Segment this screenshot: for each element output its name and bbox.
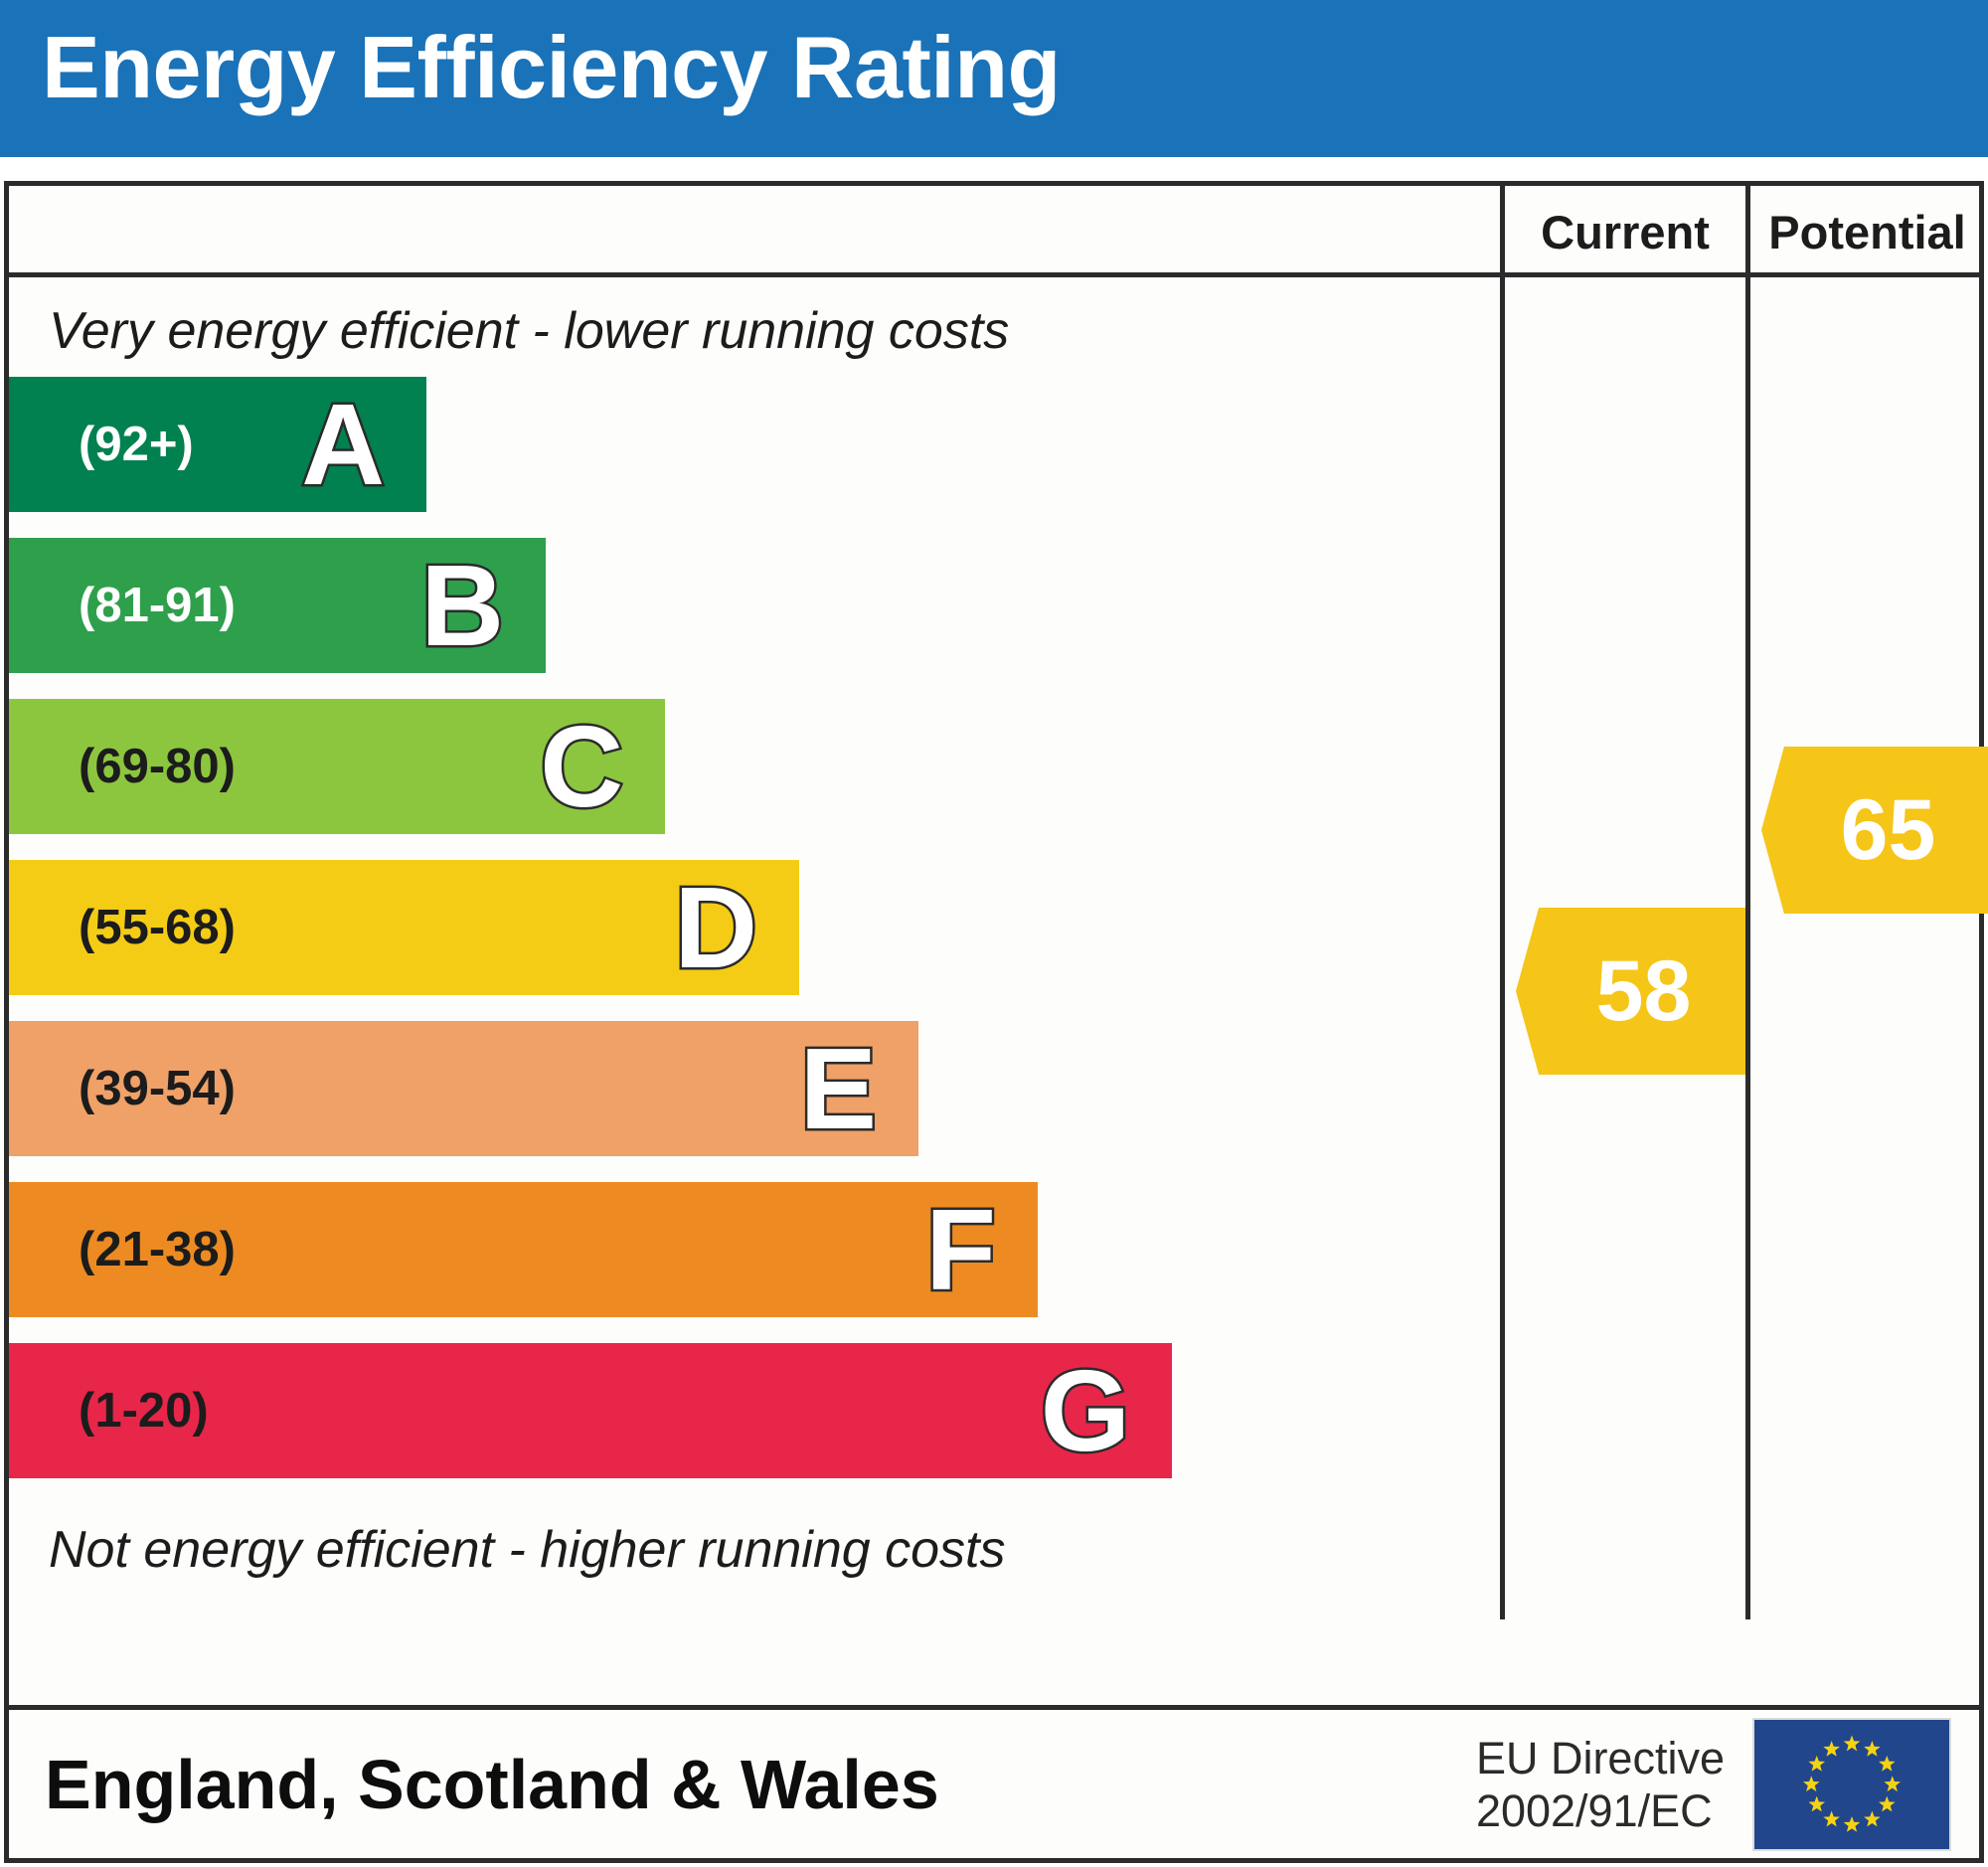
column-divider-current — [1500, 277, 1505, 1619]
band-c: (69-80) C — [9, 699, 665, 834]
band-e: (39-54) E — [9, 1021, 918, 1156]
band-g: (1-20) G — [9, 1343, 1172, 1478]
header-bar: Energy Efficiency Rating — [0, 0, 1988, 157]
region-label: England, Scotland & Wales — [45, 1745, 939, 1823]
band-a: (92+) A — [9, 377, 426, 512]
current-rating-marker: 58 — [1516, 908, 1745, 1075]
caption-inefficient: Not energy efficient - higher running co… — [49, 1521, 1006, 1579]
band-range-b: (81-91) — [79, 579, 236, 632]
eu-star-10 — [1802, 1775, 1820, 1791]
band-range-f: (21-38) — [79, 1223, 236, 1276]
eu-flag-icon — [1752, 1717, 1951, 1851]
band-letter-g: G — [1038, 1346, 1132, 1475]
eu-star-6 — [1864, 1810, 1881, 1826]
band-letter-c: C — [538, 702, 626, 831]
column-header-potential: Potential — [1745, 186, 1984, 277]
eu-star-8 — [1823, 1810, 1840, 1826]
eu-star-9 — [1808, 1795, 1826, 1811]
band-letter-a: A — [299, 380, 388, 509]
band-range-c: (69-80) — [79, 740, 236, 793]
band-letter-f: F — [923, 1185, 999, 1314]
caption-efficient: Very energy efficient - lower running co… — [49, 302, 1010, 360]
eu-star-4 — [1884, 1775, 1902, 1791]
band-range-d: (55-68) — [79, 901, 236, 954]
band-f: (21-38) F — [9, 1182, 1038, 1317]
chart-body: Very energy efficient - lower running co… — [9, 277, 1500, 1619]
eu-star-5 — [1878, 1795, 1896, 1811]
column-header-row: Current Potential — [9, 186, 1979, 277]
current-rating-marker-value: 58 — [1595, 942, 1692, 1039]
eu-star-3 — [1878, 1755, 1896, 1772]
eu-flag-stars — [1802, 1735, 1902, 1832]
band-letter-e: E — [797, 1024, 879, 1153]
band-range-e: (39-54) — [79, 1062, 236, 1115]
band-letter-d: D — [672, 863, 760, 992]
eu-directive-line-2: 2002/91/EC — [1475, 1784, 1713, 1836]
band-range-a: (92+) — [79, 418, 194, 471]
band-range-g: (1-20) — [79, 1384, 209, 1438]
eu-star-12 — [1823, 1740, 1840, 1757]
potential-rating-marker-value: 65 — [1840, 781, 1936, 878]
footer-bar: England, Scotland & Wales EU Directive 2… — [4, 1710, 1984, 1863]
rating-table: Current Potential Very energy efficient … — [4, 181, 1988, 1710]
band-letter-b: B — [418, 541, 507, 670]
eu-star-2 — [1864, 1740, 1881, 1757]
band-list: (92+) A (81-91) B (69-80) C (55-68) D (39-54) E (2… — [9, 377, 1500, 1506]
column-header-current: Current — [1500, 186, 1745, 277]
band-b: (81-91) B — [9, 538, 546, 673]
eu-star-1 — [1843, 1735, 1861, 1751]
eu-directive-line-1: EU Directive — [1475, 1732, 1725, 1783]
eu-directive-label: EU Directive 2002/91/EC — [1476, 1731, 1725, 1836]
column-divider-potential — [1745, 277, 1750, 1619]
potential-rating-marker: 65 — [1761, 747, 1988, 914]
page-title: Energy Efficiency Rating — [42, 18, 1061, 116]
eu-star-11 — [1808, 1755, 1826, 1772]
eu-star-7 — [1843, 1815, 1861, 1832]
band-d: (55-68) D — [9, 860, 799, 995]
